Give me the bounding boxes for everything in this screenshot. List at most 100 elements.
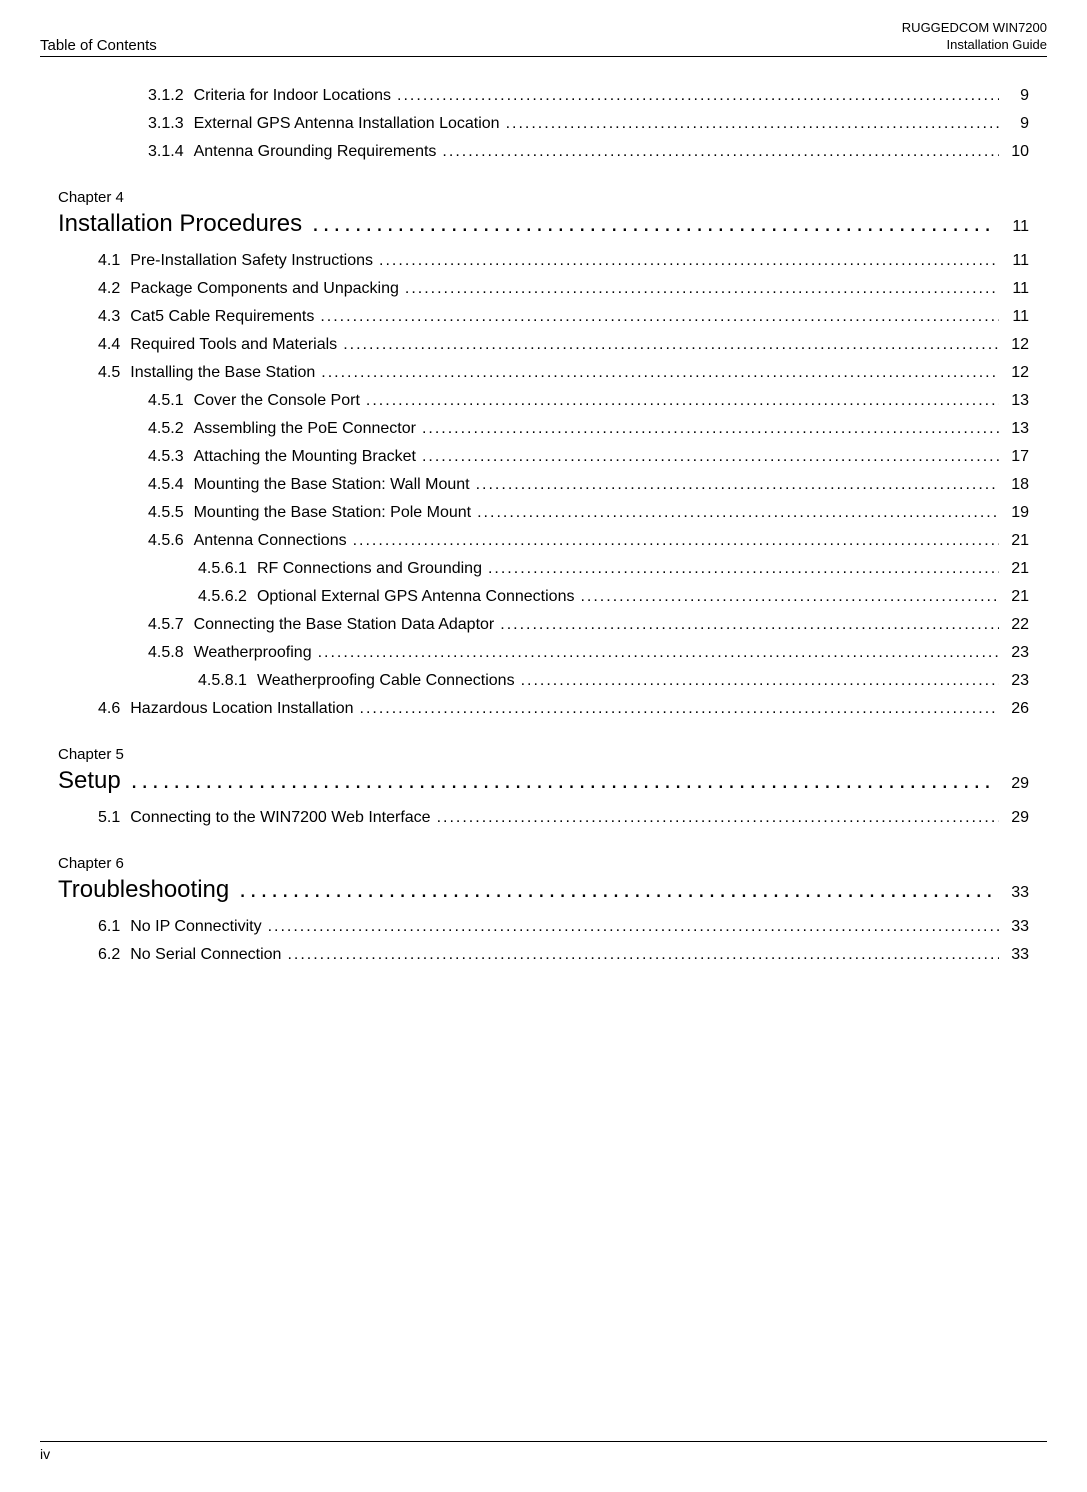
page-footer: iv (40, 1441, 1047, 1462)
toc-entry-leader: ........................................… (379, 252, 999, 270)
toc-entry: 4.6Hazardous Location Installation .....… (58, 700, 1029, 718)
toc-entry: 4.5.6.1RF Connections and Grounding ....… (58, 560, 1029, 578)
toc-entry-number: 4.5.1 (148, 392, 184, 410)
toc-entry-number: 4.5.6.2 (198, 588, 247, 606)
toc-entry-page: 17 (1005, 448, 1029, 466)
toc-entry: 3.1.2Criteria for Indoor Locations .....… (58, 87, 1029, 105)
chapter-title: Installation Procedures (58, 210, 302, 238)
chapter-page: 33 (1005, 884, 1029, 902)
toc-entry-number: 5.1 (98, 809, 120, 827)
toc-entry-page: 23 (1005, 644, 1029, 662)
toc-entry-number: 4.5.5 (148, 504, 184, 522)
toc-entry-page: 21 (1005, 588, 1029, 606)
toc-entry-title: Connecting the Base Station Data Adaptor (194, 616, 495, 634)
toc-entry-title: Required Tools and Materials (130, 336, 337, 354)
toc-entry-leader: ........................................… (521, 672, 999, 690)
toc-entry-leader: ........................................… (580, 588, 999, 606)
toc-entry: 6.2 No Serial Connection ................… (58, 946, 1029, 964)
toc-entry-leader: ........................................… (353, 532, 999, 550)
toc-entry-number: 4.5 (98, 364, 120, 382)
toc-entry-page: 13 (1005, 420, 1029, 438)
toc-entry-title: External GPS Antenna Installation Locati… (194, 115, 500, 133)
header-doc-title: Installation Guide (902, 37, 1047, 54)
page-header: Table of Contents RUGGEDCOM WIN7200 Inst… (40, 20, 1047, 57)
toc-entry-title: Installing the Base Station (130, 364, 315, 382)
toc-entry: 5.1Connecting to the WIN7200 Web Interfa… (58, 809, 1029, 827)
toc-entry-title: Weatherproofing Cable Connections (257, 672, 515, 690)
toc-entry: 4.5.4 Mounting the Base Station: Wall Mou… (58, 476, 1029, 494)
toc-entry: 4.5.6Antenna Connections ...............… (58, 532, 1029, 550)
toc-entry-page: 33 (1005, 946, 1029, 964)
toc-entry-title: Criteria for Indoor Locations (194, 87, 391, 105)
toc-entry-title: Package Components and Unpacking (130, 280, 399, 298)
chapter-title-row: Installation Procedures ................… (58, 210, 1029, 238)
toc-entry-page: 33 (1005, 918, 1029, 936)
toc-entry-page: 13 (1005, 392, 1029, 410)
toc-entry-leader: ........................................… (268, 918, 999, 936)
toc-entry-leader: ........................................… (343, 336, 999, 354)
toc-entry-page: 9 (1005, 87, 1029, 105)
toc-entry: 4.5.3 Attaching the Mounting Bracket ....… (58, 448, 1029, 466)
toc-entry-leader: ........................................… (320, 308, 999, 326)
toc-entry-title: Attaching the Mounting Bracket (194, 448, 416, 466)
toc-entry-number: 3.1.2 (148, 87, 184, 105)
toc-entry-number: 4.4 (98, 336, 120, 354)
toc-entry-title: Antenna Grounding Requirements (194, 143, 437, 161)
toc-entry-title: Assembling the PoE Connector (194, 420, 416, 438)
toc-entry-leader: ........................................… (442, 143, 999, 161)
toc-entry: 4.5.8.1 Weatherproofing Cable Connections… (58, 672, 1029, 690)
toc-entry-number: 4.6 (98, 700, 120, 718)
toc-entry-number: 6.1 (98, 918, 120, 936)
toc-entry-leader: ........................................… (500, 616, 999, 634)
toc-entry: 4.5.7 Connecting the Base Station Data Ad… (58, 616, 1029, 634)
toc-entry-page: 10 (1005, 143, 1029, 161)
toc-entry-leader: ........................................… (366, 392, 999, 410)
toc-entry: 4.3Cat5 Cable Requirements .............… (58, 308, 1029, 326)
toc-entry-leader: ........................................… (437, 809, 999, 827)
toc-entry-number: 4.5.4 (148, 476, 184, 494)
toc-entry-leader: ........................................… (506, 115, 999, 133)
page-number: iv (40, 1446, 50, 1462)
toc-entry-number: 4.5.2 (148, 420, 184, 438)
toc-entry-number: 4.5.7 (148, 616, 184, 634)
toc-entry-leader: ........................................… (422, 448, 999, 466)
toc-entry-page: 12 (1005, 336, 1029, 354)
toc-entry-title: Mounting the Base Station: Wall Mount (194, 476, 470, 494)
toc-entry-leader: ........................................… (405, 280, 999, 298)
chapter-label: Chapter 6 (58, 855, 1029, 872)
toc-entry-page: 11 (1005, 308, 1029, 326)
toc-entry-leader: ........................................… (318, 644, 999, 662)
toc-entry-title: No IP Connectivity (130, 918, 261, 936)
toc-entry-number: 3.1.4 (148, 143, 184, 161)
toc-entry-page: 19 (1005, 504, 1029, 522)
toc-entry-page: 29 (1005, 809, 1029, 827)
chapter-page: 29 (1005, 775, 1029, 793)
toc-entry-number: 4.5.6 (148, 532, 184, 550)
toc-entry-number: 6.2 (98, 946, 120, 964)
chapter-label: Chapter 4 (58, 189, 1029, 206)
toc-entry: 4.5.2Assembling the PoE Connector ......… (58, 420, 1029, 438)
toc-entry-number: 4.1 (98, 252, 120, 270)
toc-entry: 4.1Pre-Installation Safety Instructions … (58, 252, 1029, 270)
toc-entry-title: Pre-Installation Safety Instructions (130, 252, 373, 270)
header-product-name: RUGGEDCOM WIN7200 (902, 20, 1047, 37)
header-left-label: Table of Contents (40, 37, 157, 54)
toc-entry-page: 22 (1005, 616, 1029, 634)
toc-entry-number: 4.5.8.1 (198, 672, 247, 690)
toc-entry: 4.5.8 Weatherproofing ...................… (58, 644, 1029, 662)
toc-container: 3.1.2 Criteria for Indoor Locations .....… (40, 87, 1047, 964)
toc-entry-number: 4.3 (98, 308, 120, 326)
toc-entry-title: Weatherproofing (194, 644, 312, 662)
toc-entry-leader: ........................................… (360, 700, 1000, 718)
toc-entry-page: 18 (1005, 476, 1029, 494)
toc-entry-title: No Serial Connection (130, 946, 281, 964)
chapter-leader: ........................................… (312, 210, 995, 238)
toc-entry: 4.5.6.2Optional External GPS Antenna Con… (58, 588, 1029, 606)
chapter-title: Setup (58, 767, 121, 795)
toc-entry-leader: ........................................… (287, 946, 999, 964)
toc-entry: 3.1.4 Antenna Grounding Requirements ....… (58, 143, 1029, 161)
toc-entry-leader: ........................................… (488, 560, 999, 578)
toc-entry-number: 4.5.8 (148, 644, 184, 662)
toc-entry-number: 4.5.3 (148, 448, 184, 466)
toc-entry: 4.5Installing the Base Station .........… (58, 364, 1029, 382)
